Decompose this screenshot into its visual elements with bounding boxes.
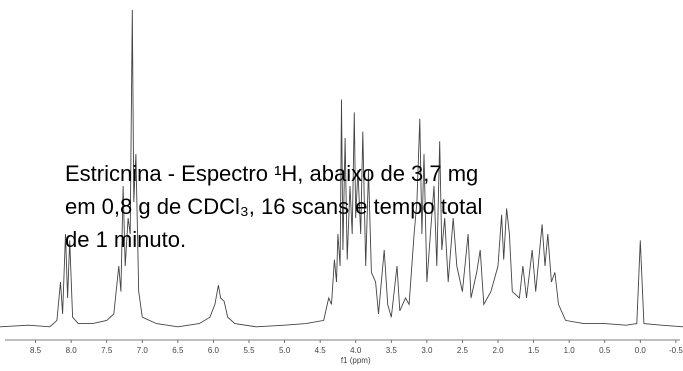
x-tick-label: 0.0 <box>635 346 647 355</box>
x-tick-label: 4.0 <box>350 346 362 355</box>
x-tick-label: 6.0 <box>208 346 220 355</box>
x-tick-label: 2.0 <box>492 346 504 355</box>
x-tick-label: -0.5 <box>669 346 683 355</box>
x-tick-label: 5.0 <box>279 346 291 355</box>
x-tick-label: 5.5 <box>243 346 255 355</box>
spectrum-line <box>0 9 683 328</box>
annotation: em 0,8 g de CDCl₃, 16 scans e tempo tota… <box>65 194 482 219</box>
annotation: Estricnina - Espectro ¹H, abaixo de 3,7 … <box>65 161 478 186</box>
x-tick-label: 0.5 <box>599 346 611 355</box>
x-tick-label: 1.5 <box>528 346 540 355</box>
x-axis-label: f1 (ppm) <box>341 356 371 365</box>
x-tick-label: 2.5 <box>457 346 469 355</box>
x-tick-label: 8.0 <box>66 346 78 355</box>
x-tick-label: 7.5 <box>101 346 113 355</box>
x-tick-label: 1.0 <box>564 346 576 355</box>
x-tick-label: 6.5 <box>172 346 184 355</box>
x-tick-label: 4.5 <box>315 346 327 355</box>
x-tick-label: 8.5 <box>30 346 42 355</box>
x-tick-label: 3.5 <box>386 346 398 355</box>
x-tick-label: 3.0 <box>421 346 433 355</box>
annotation: de 1 minuto. <box>65 227 186 252</box>
x-tick-label: 7.0 <box>137 346 149 355</box>
